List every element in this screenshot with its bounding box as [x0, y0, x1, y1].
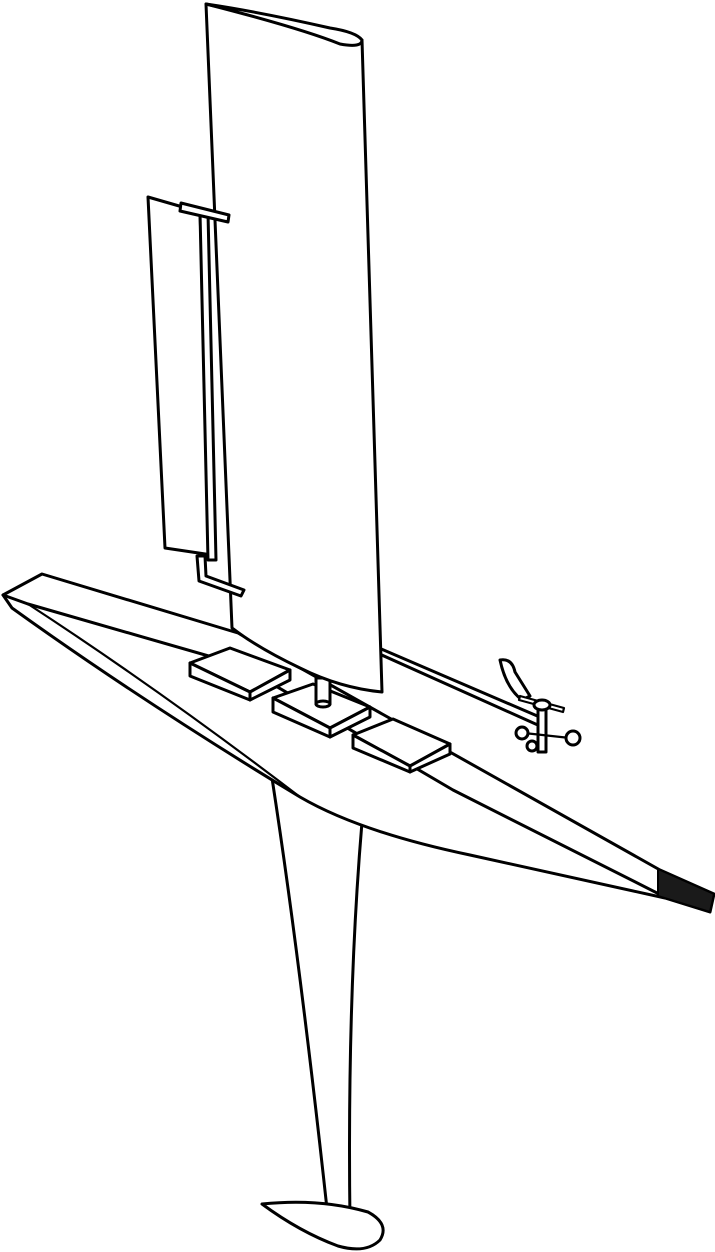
anemometer-cup-right [564, 729, 582, 747]
keel [260, 776, 385, 1251]
hatch-aft [351, 717, 452, 774]
deck-hatches [188, 646, 452, 774]
keel-fin [270, 776, 364, 1224]
bow-tip [657, 867, 715, 914]
aux-sail-connector [195, 554, 246, 598]
weather-station [498, 658, 582, 754]
wind-vane-fin [498, 658, 532, 702]
main-sail-body [204, 2, 384, 694]
anemometer-cup-lower [525, 739, 539, 753]
sensor-cap [532, 698, 552, 712]
aux-sail [146, 195, 246, 598]
hatch-forward [188, 646, 292, 702]
main-sail-top [204, 2, 364, 47]
mast-post [314, 676, 332, 709]
keel-bulb [260, 1200, 385, 1251]
hull-sheer-line [26, 602, 302, 799]
anemometer-arms [522, 731, 572, 740]
main-sail [204, 2, 384, 694]
aux-sail-crossbar [178, 201, 231, 224]
anemometer-cup-left [514, 725, 530, 741]
